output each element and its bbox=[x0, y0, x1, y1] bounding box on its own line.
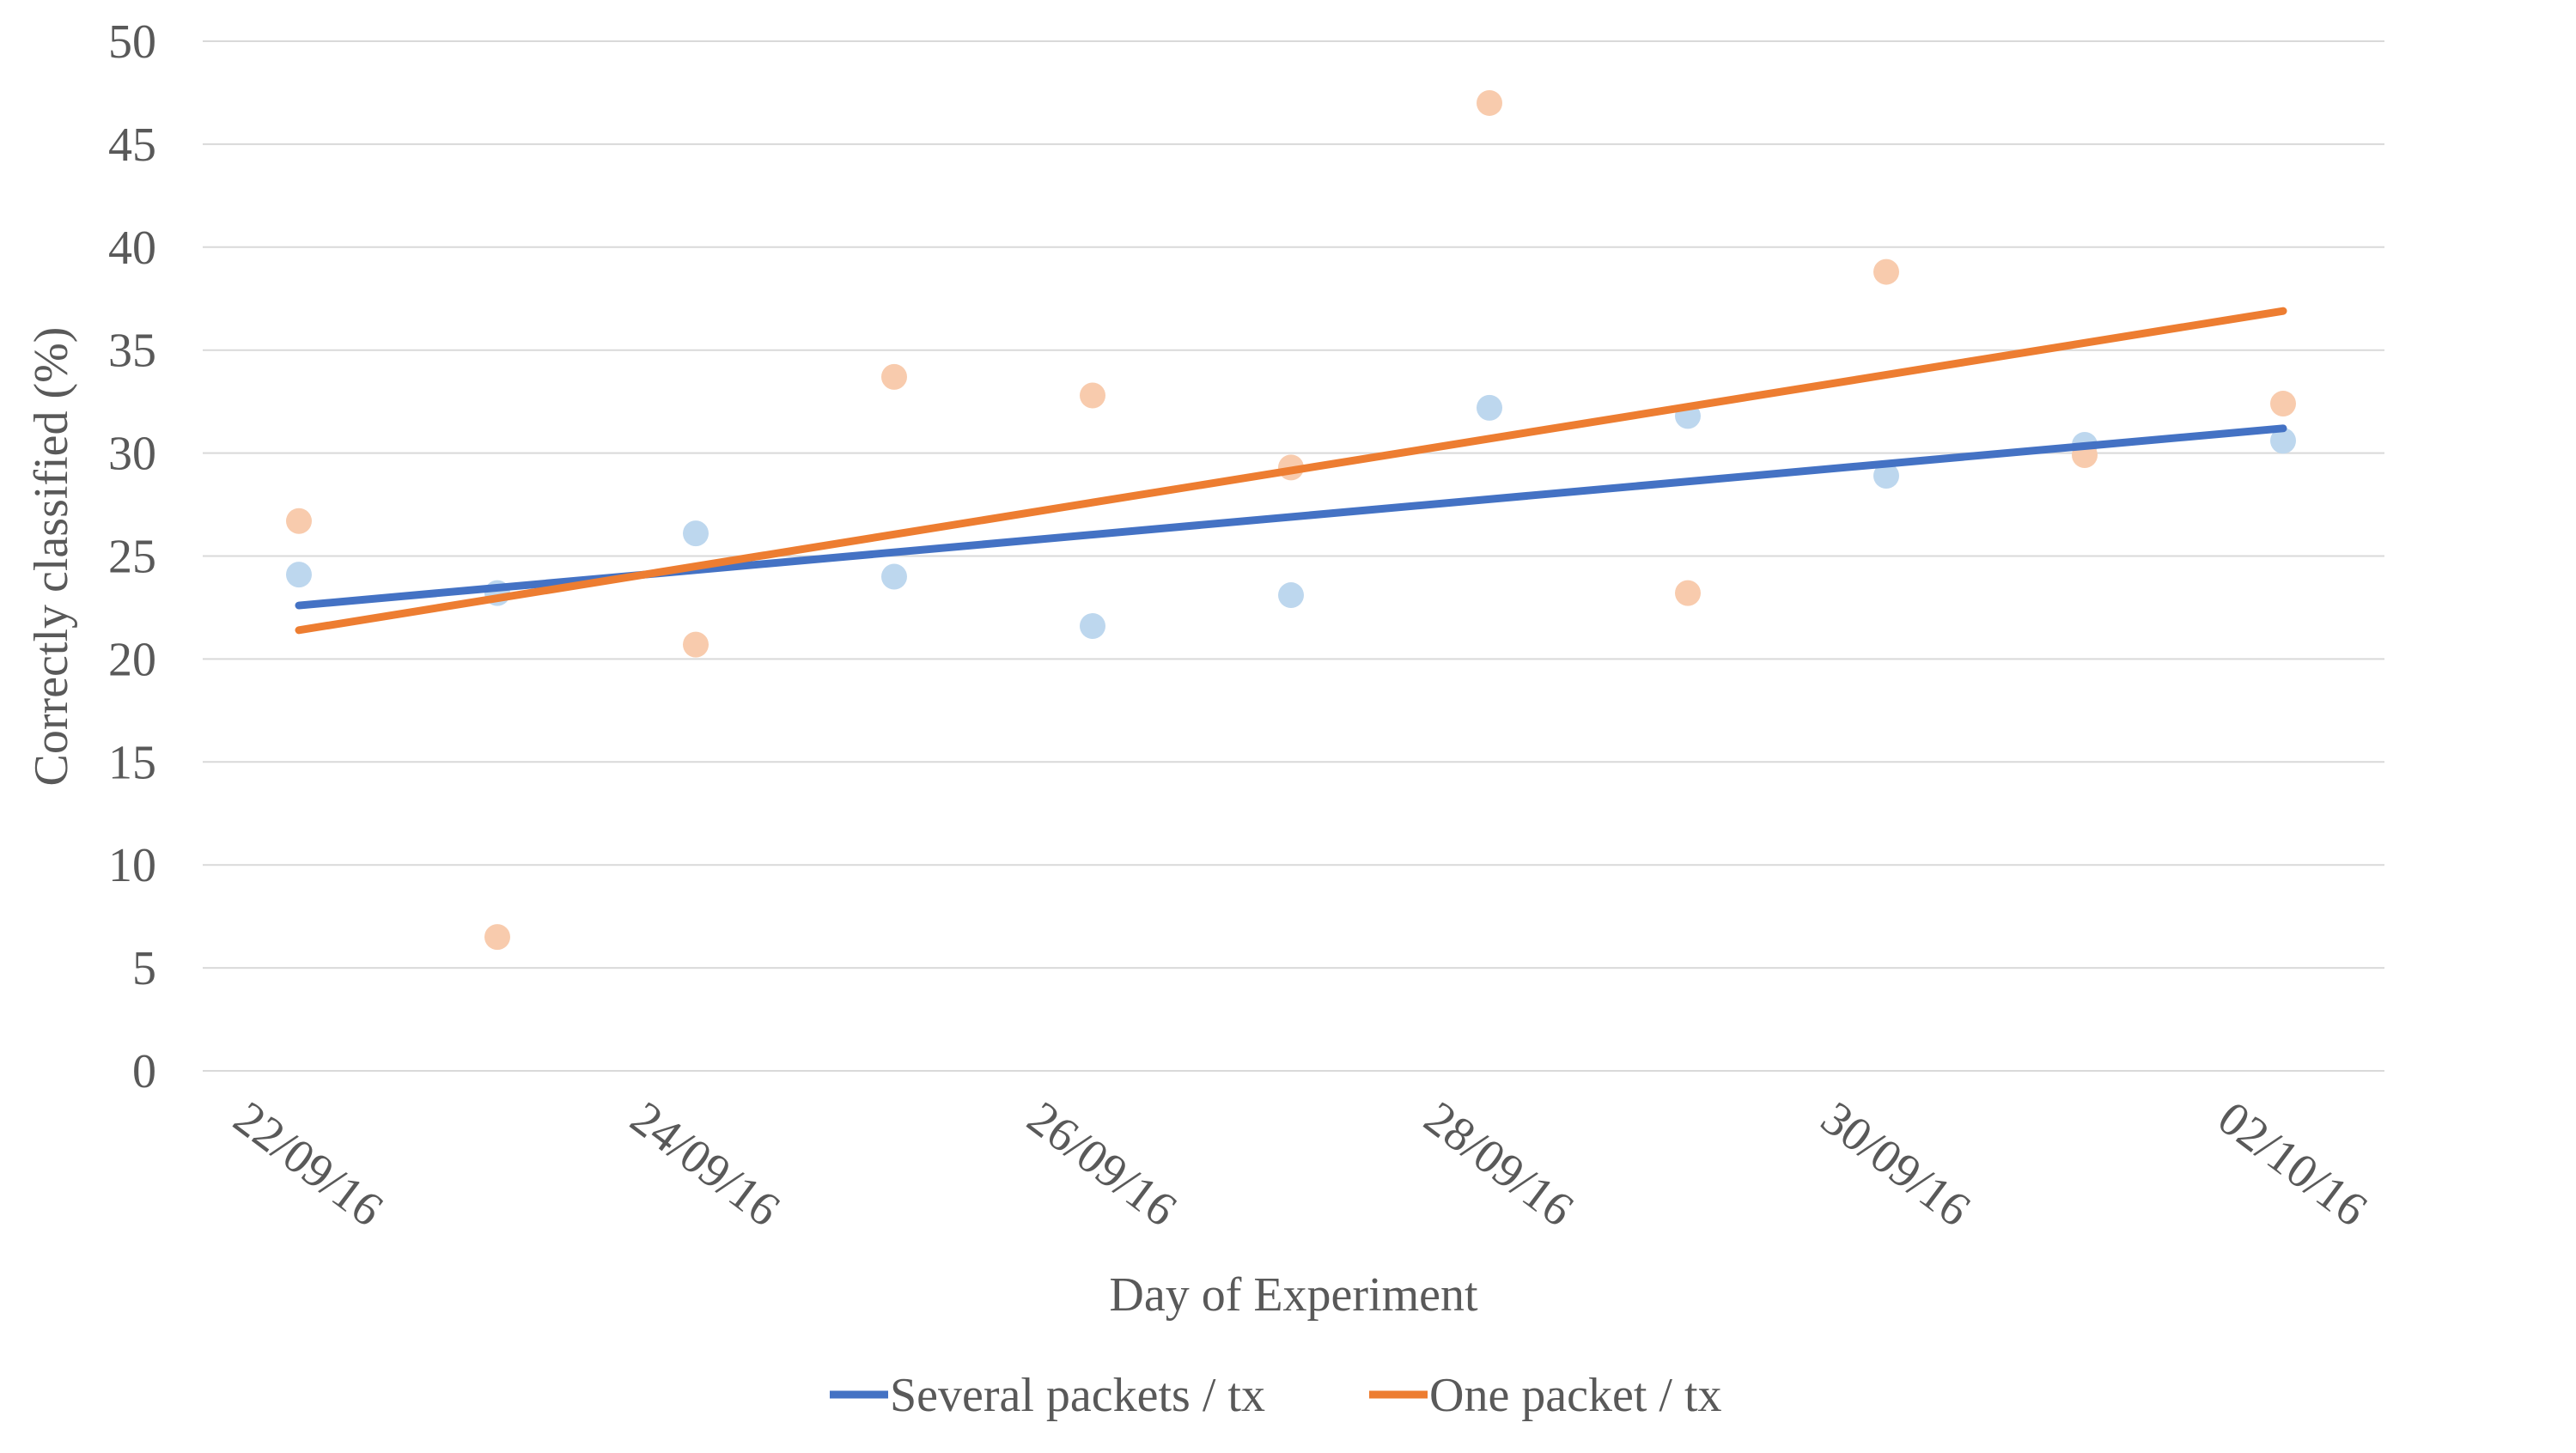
data-point bbox=[1873, 462, 1899, 489]
legend-label: Several packets / tx bbox=[890, 1369, 1265, 1422]
y-tick-label: 30 bbox=[108, 428, 156, 481]
gridlines bbox=[203, 40, 2384, 1072]
data-point bbox=[286, 562, 312, 588]
data-point bbox=[881, 563, 907, 590]
y-tick-label: 20 bbox=[108, 633, 156, 686]
trendlines bbox=[295, 307, 2287, 635]
x-tick-label: 24/09/16 bbox=[621, 1091, 789, 1237]
data-point bbox=[2270, 428, 2296, 454]
y-tick-label: 35 bbox=[108, 325, 156, 378]
y-tick-label: 15 bbox=[108, 736, 156, 789]
data-point bbox=[683, 520, 709, 547]
x-tick-label: 02/10/16 bbox=[2208, 1091, 2377, 1237]
x-axis-ticks: 22/09/16 24/09/16 26/09/16 28/09/16 30/09/16… bbox=[224, 1091, 2377, 1237]
y-axis-ticks: 0 5 10 15 20 25 30 35 40 45 50 bbox=[108, 15, 156, 1098]
y-tick-label: 45 bbox=[108, 119, 156, 172]
y-axis-title: Correctly classified (%) bbox=[25, 327, 78, 787]
x-axis-title: Day of Experiment bbox=[1109, 1268, 1478, 1322]
x-tick-label: 30/09/16 bbox=[1812, 1091, 1980, 1237]
data-point bbox=[881, 363, 907, 390]
data-point bbox=[1873, 258, 1899, 285]
data-point bbox=[484, 924, 510, 951]
data-point bbox=[1080, 613, 1105, 640]
data-point bbox=[683, 631, 709, 658]
data-point bbox=[2270, 391, 2296, 417]
y-tick-label: 25 bbox=[108, 531, 156, 584]
y-tick-label: 40 bbox=[108, 222, 156, 275]
data-point bbox=[1080, 382, 1105, 409]
trendline bbox=[295, 307, 2287, 635]
y-tick-label: 50 bbox=[108, 15, 156, 69]
data-point bbox=[1477, 89, 1502, 116]
y-tick-label: 0 bbox=[132, 1045, 156, 1098]
data-point bbox=[1477, 394, 1502, 421]
data-point bbox=[1675, 580, 1701, 606]
x-tick-label: 26/09/16 bbox=[1018, 1091, 1186, 1237]
y-tick-label: 5 bbox=[132, 942, 156, 995]
x-tick-label: 28/09/16 bbox=[1415, 1091, 1583, 1237]
legend: Several packets / tx One packet / tx bbox=[830, 1369, 1722, 1422]
data-point bbox=[1278, 582, 1304, 609]
data-point bbox=[286, 508, 312, 534]
x-tick-label: 22/09/16 bbox=[224, 1091, 393, 1237]
legend-label: One packet / tx bbox=[1429, 1369, 1722, 1422]
y-tick-label: 10 bbox=[108, 839, 156, 892]
